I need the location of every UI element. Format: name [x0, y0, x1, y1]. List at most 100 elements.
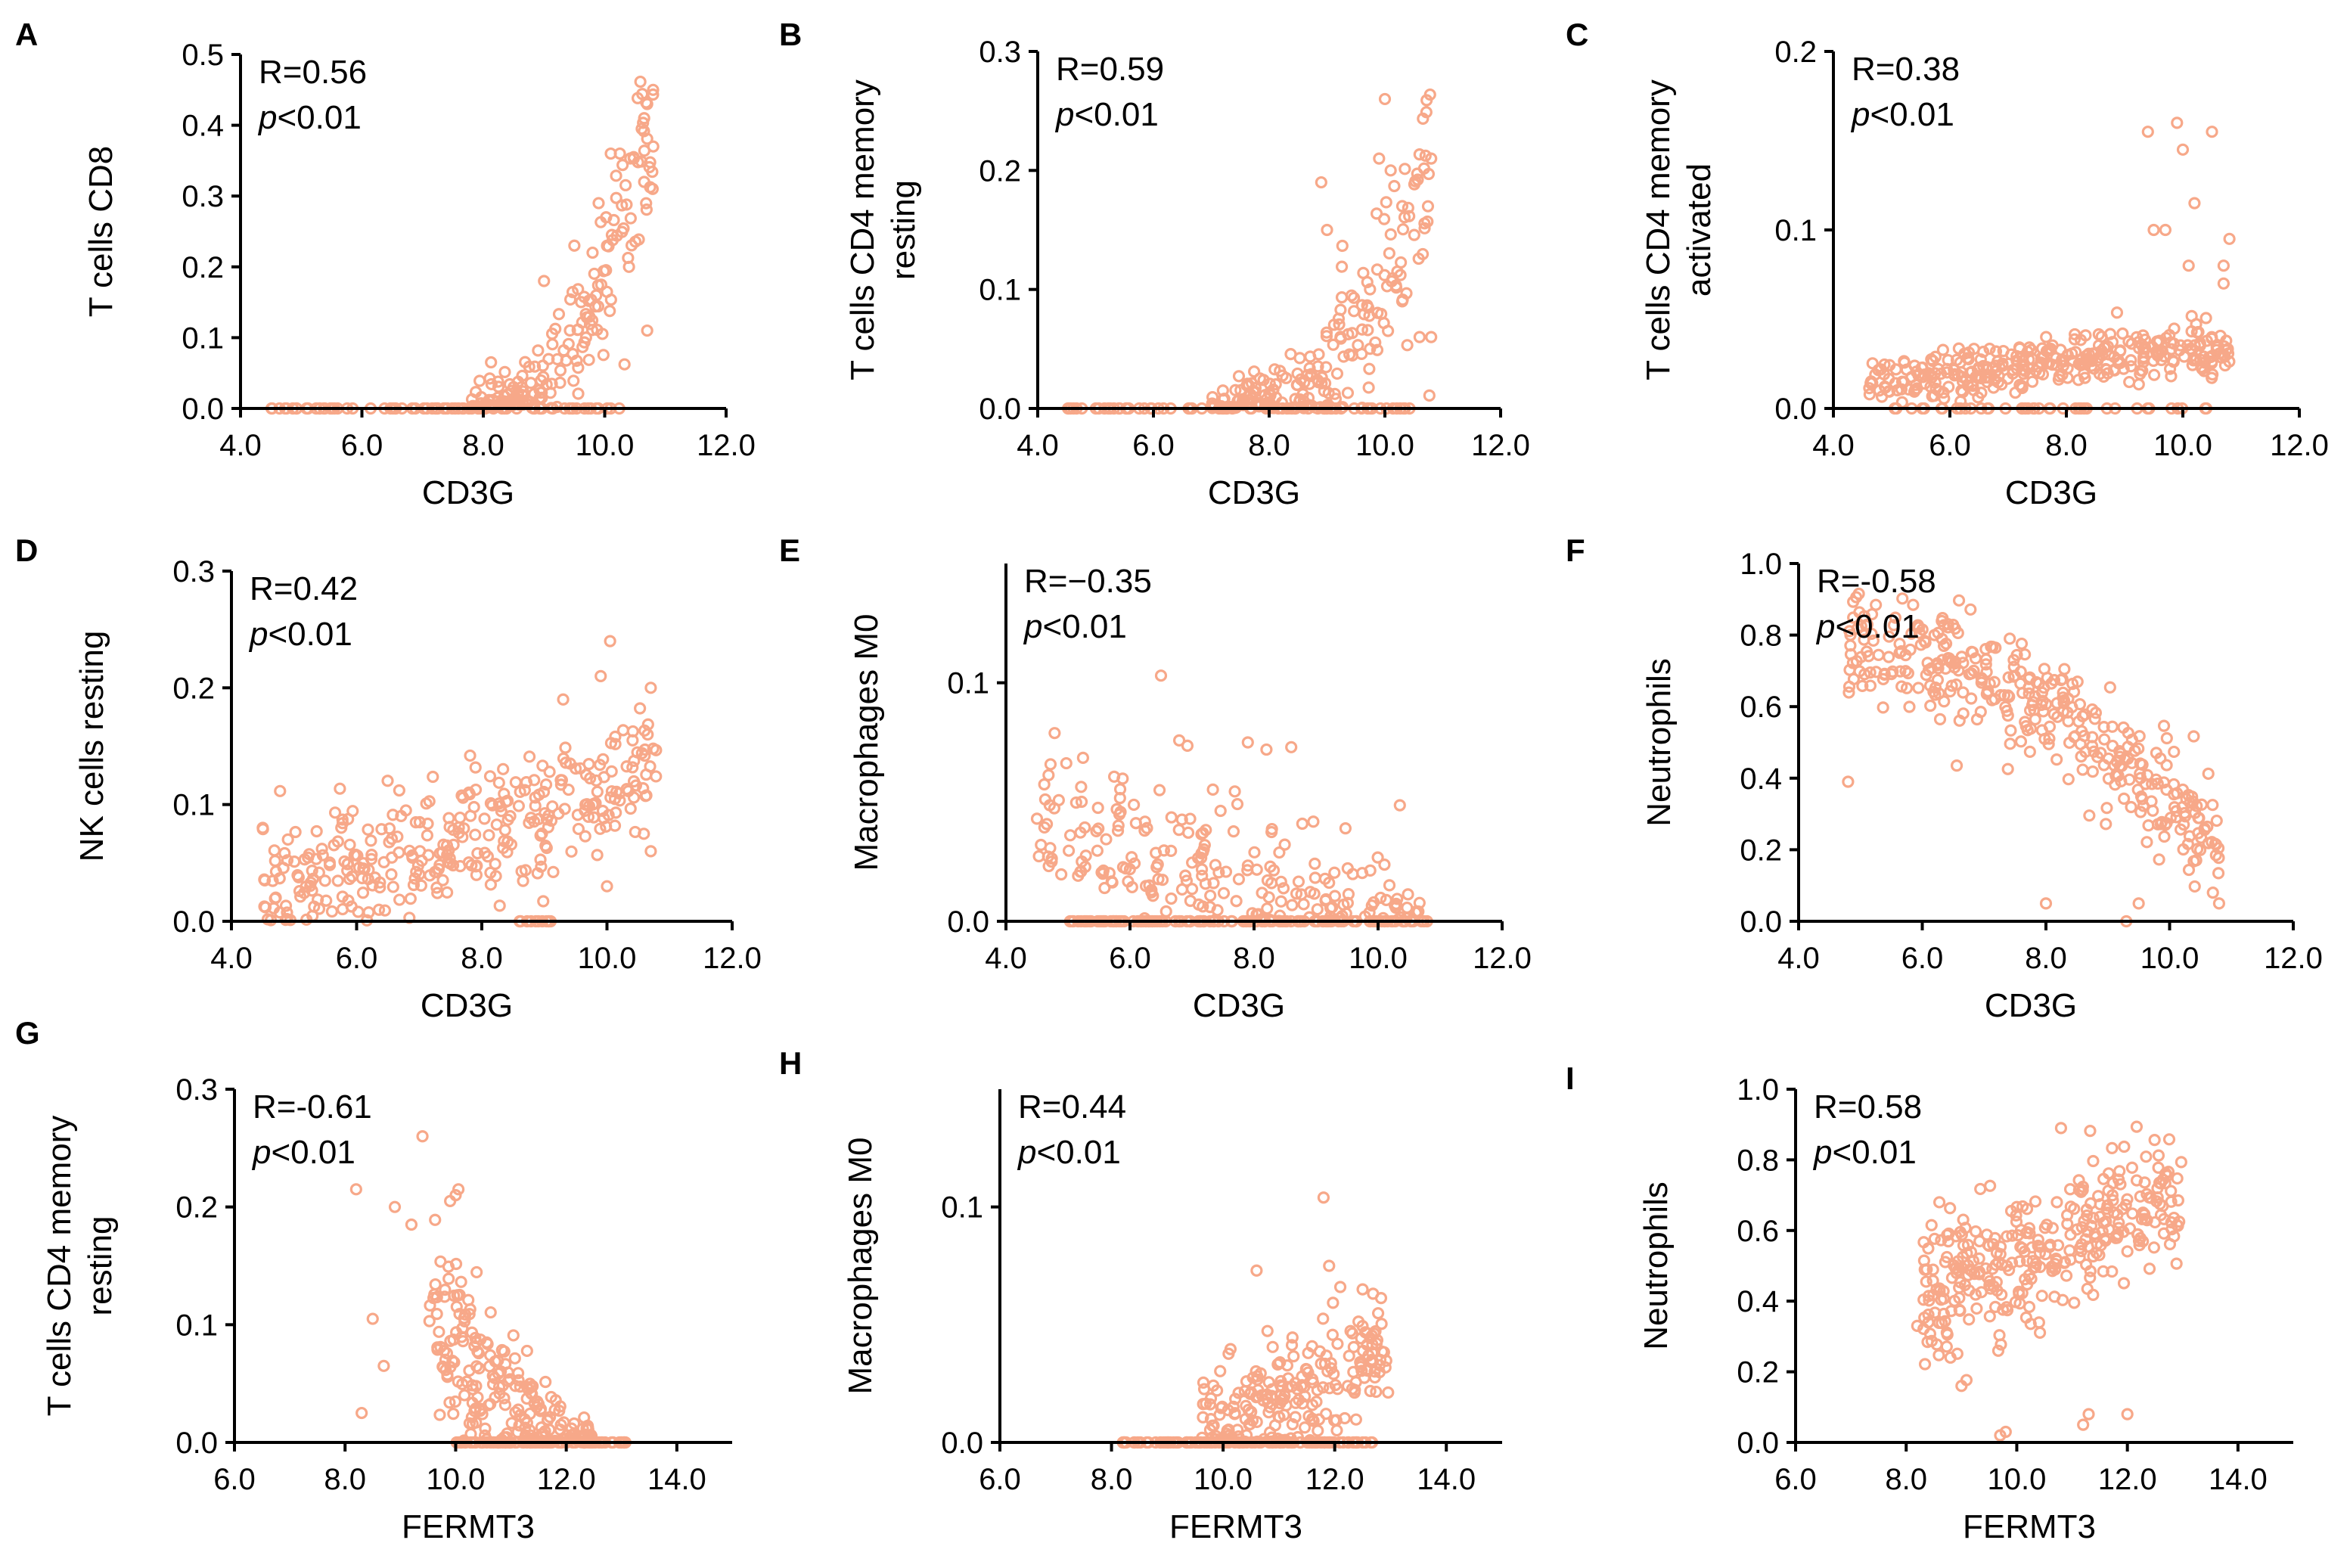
data-point: [1278, 838, 1291, 851]
x-tick-label: 8.0: [1233, 942, 1275, 975]
data-point: [483, 770, 497, 783]
x-tick-label: 4.0: [210, 942, 253, 975]
data-point: [1401, 901, 1414, 914]
data-point: [1396, 223, 1410, 236]
data-point: [442, 1272, 455, 1285]
data-point: [454, 811, 467, 824]
data-point: [1261, 1324, 1274, 1337]
data-point: [517, 874, 529, 887]
data-point: [2170, 805, 2183, 818]
data-point: [638, 112, 650, 125]
data-point: [1315, 175, 1327, 189]
data-point: [429, 1213, 442, 1226]
data-point: [1393, 799, 1406, 812]
data-point: [1326, 901, 1339, 914]
data-point: [2153, 853, 2165, 866]
data-point: [509, 1406, 522, 1419]
data-point: [1395, 200, 1409, 213]
data-point: [1319, 894, 1332, 907]
data-point: [1361, 301, 1375, 314]
data-point: [2037, 705, 2050, 718]
panel-a: A 4.0 6.0 8.0 10.0 12.0 0.0 0.1 0.2 0.3 0.4 0.5 CD3G…: [15, 17, 756, 511]
data-point: [1199, 877, 1212, 890]
data-point: [1991, 1344, 2005, 1357]
data-point: [1417, 162, 1430, 175]
data-point: [1227, 825, 1240, 838]
data-point: [2098, 341, 2111, 354]
data-point: [1330, 1424, 1343, 1437]
data-point: [1995, 1338, 2007, 1351]
x-tick-label: 12.0: [1473, 942, 1532, 975]
data-point: [620, 783, 633, 796]
data-point: [2131, 783, 2144, 796]
data-point: [1298, 1421, 1312, 1434]
data-point: [545, 1390, 557, 1404]
data-point: [486, 1377, 500, 1391]
data-point: [492, 797, 505, 810]
x-tick-label: 8.0: [1885, 1463, 1927, 1496]
data-point: [644, 845, 657, 858]
data-point: [1112, 819, 1125, 832]
data-point: [543, 765, 556, 778]
data-point: [1268, 363, 1281, 376]
data-point: [542, 821, 554, 834]
data-point: [440, 1346, 454, 1360]
p-value-label: p<0.01: [1815, 608, 1920, 645]
data-point: [1320, 1408, 1333, 1421]
data-point: [449, 1395, 462, 1408]
data-point: [2006, 1229, 2019, 1242]
data-point: [2156, 345, 2168, 358]
data-point: [1151, 858, 1164, 871]
panel-letter: A: [15, 17, 38, 52]
data-point: [1195, 863, 1209, 876]
y-tick-label: 0.0: [941, 1427, 983, 1460]
data-point: [437, 838, 450, 851]
data-point: [2054, 1122, 2068, 1135]
data-point: [2029, 1261, 2042, 1274]
data-point: [1371, 1307, 1385, 1320]
data-point: [2188, 880, 2201, 893]
panel-letter: E: [779, 532, 800, 568]
y-tick-label: 0.2: [1740, 834, 1782, 867]
data-point: [1110, 803, 1123, 815]
data-point: [444, 1194, 457, 1207]
data-point: [2160, 759, 2173, 772]
data-point: [430, 1308, 443, 1321]
data-point: [2171, 116, 2184, 129]
data-point: [1165, 892, 1178, 905]
data-point: [1356, 1283, 1369, 1296]
data-point: [2118, 792, 2131, 805]
data-point: [2093, 1249, 2106, 1262]
data-point: [2068, 1296, 2081, 1309]
data-point: [467, 1383, 480, 1396]
data-point: [2097, 370, 2110, 383]
data-point: [1274, 1355, 1287, 1369]
panel-b: B 4.0 6.0 8.0 10.0 12.0 0.0 0.1 0.2 0.3 CD3G T cell…: [779, 17, 1530, 511]
data-point: [1413, 148, 1426, 161]
r-value-label: R=0.58: [1814, 1088, 1922, 1126]
data-point: [316, 849, 329, 862]
data-point: [1981, 1271, 1994, 1284]
data-point: [567, 374, 580, 387]
x-tick-label: 10.0: [427, 1463, 486, 1496]
data-point: [1364, 1384, 1377, 1398]
data-point: [1425, 152, 1438, 165]
data-point: [2063, 1244, 2076, 1257]
data-point: [2086, 731, 2099, 744]
data-point: [1948, 1294, 1961, 1307]
data-point: [508, 1352, 521, 1365]
data-point: [2097, 1265, 2109, 1278]
data-point: [374, 876, 386, 889]
data-point: [554, 1400, 567, 1413]
data-point: [1378, 92, 1392, 106]
data-point: [554, 376, 567, 390]
data-point: [1329, 1379, 1342, 1392]
data-point: [1154, 669, 1168, 682]
data-point: [2112, 769, 2125, 782]
data-point: [545, 328, 559, 340]
data-point: [532, 1398, 545, 1411]
data-point: [1285, 741, 1298, 753]
data-point: [424, 869, 436, 882]
data-point: [442, 812, 455, 824]
data-point: [2032, 677, 2045, 690]
